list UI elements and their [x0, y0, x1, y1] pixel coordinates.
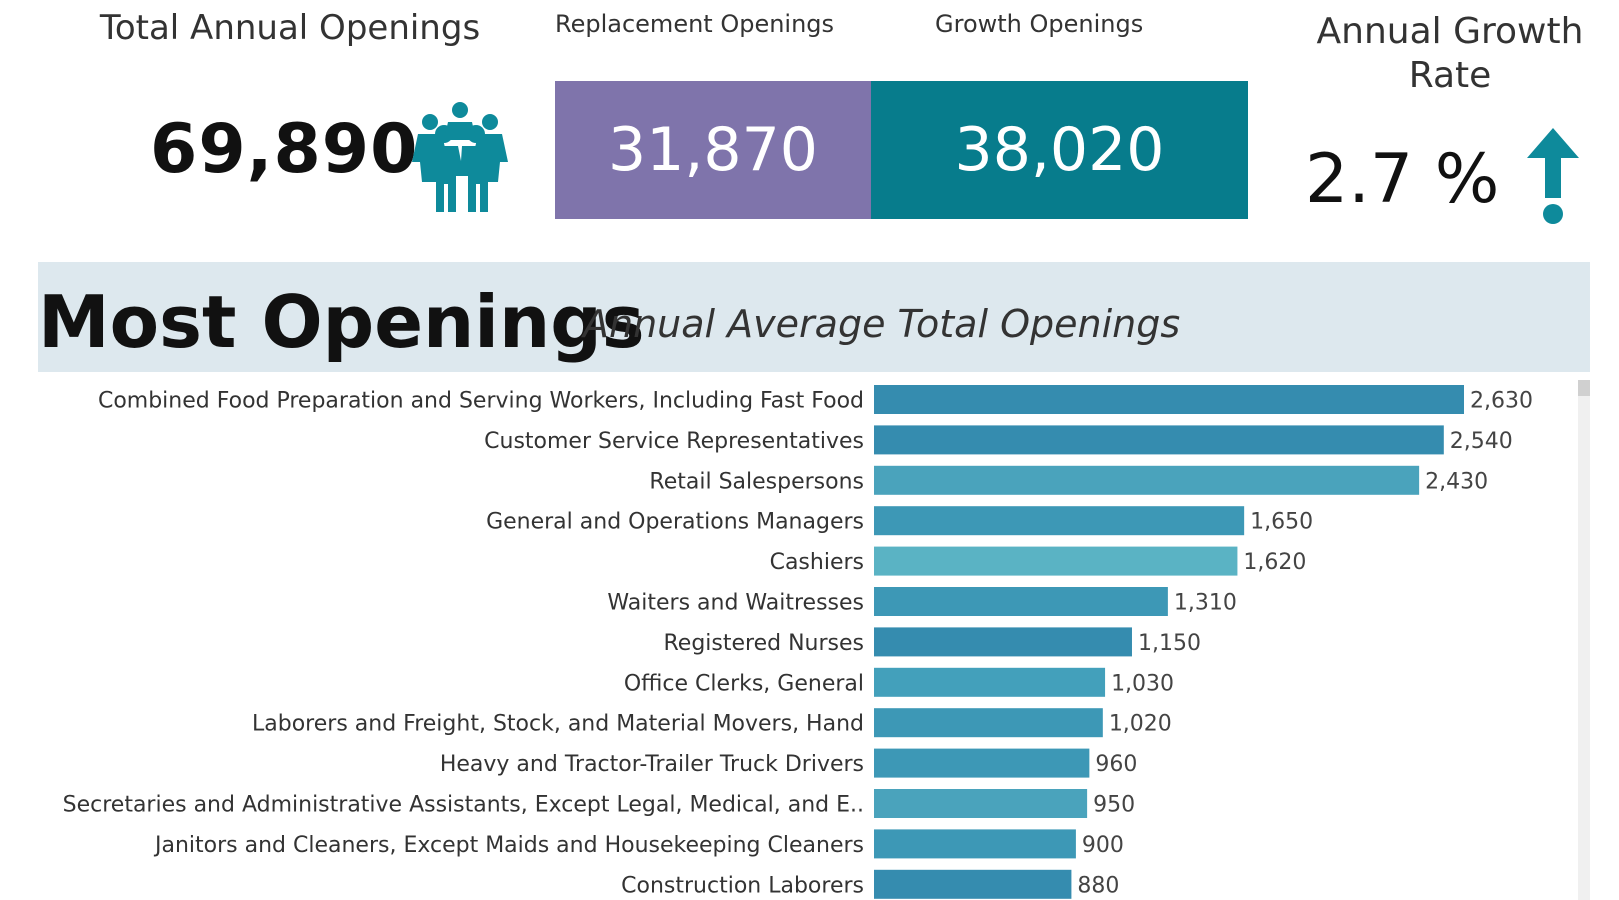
category-label: Registered Nurses [664, 631, 865, 656]
bar[interactable] [874, 748, 1090, 778]
value-label: 1,150 [1138, 631, 1201, 656]
category-label: Combined Food Preparation and Serving Wo… [98, 389, 864, 414]
banner-subtitle: Annual Average Total Openings [583, 302, 1181, 346]
rate-title-line1: Annual Growth [1316, 11, 1584, 52]
value-label: 1,620 [1243, 550, 1306, 575]
bar[interactable] [874, 425, 1444, 455]
people-group-icon [412, 102, 508, 212]
category-label: Waiters and Waitresses [607, 591, 864, 616]
arrow-up-icon [1527, 128, 1579, 224]
growth-openings-value: 38,020 [871, 81, 1248, 219]
growth-openings-title: Growth Openings [935, 10, 1144, 38]
value-label: 2,430 [1425, 469, 1488, 494]
value-label: 2,540 [1450, 429, 1513, 454]
most-openings-banner: Most Openings Annual Average Total Openi… [38, 262, 1590, 372]
bar[interactable] [874, 385, 1464, 414]
category-label: Customer Service Representatives [484, 429, 864, 454]
value-label: 880 [1077, 873, 1119, 898]
bar[interactable] [874, 587, 1168, 616]
value-label: 1,650 [1250, 510, 1313, 535]
rate-title-line2: Rate [1408, 55, 1492, 96]
value-label: 1,030 [1111, 671, 1174, 696]
value-label: 1,020 [1109, 712, 1172, 737]
value-label: 900 [1082, 833, 1124, 858]
bar[interactable] [874, 627, 1132, 657]
bar[interactable] [874, 465, 1420, 495]
chart-scrollbar[interactable] [1578, 380, 1590, 900]
value-label: 950 [1093, 793, 1135, 818]
bar[interactable] [874, 667, 1106, 697]
replacement-openings-title: Replacement Openings [555, 10, 835, 38]
total-openings-value: 69,890 [150, 110, 419, 189]
category-label: General and Operations Managers [486, 510, 864, 535]
annual-growth-rate-title: Annual Growth Rate [1300, 10, 1600, 98]
bar[interactable] [874, 708, 1103, 738]
category-label: Laborers and Freight, Stock, and Materia… [252, 712, 864, 737]
bar[interactable] [874, 869, 1072, 899]
bar[interactable] [874, 789, 1088, 818]
value-label: 960 [1095, 752, 1137, 777]
occupations-bar-chart: Combined Food Preparation and Serving Wo… [63, 385, 1533, 899]
category-label: Retail Salespersons [649, 469, 864, 494]
value-label: 2,630 [1470, 389, 1533, 414]
category-label: Cashiers [770, 550, 864, 575]
bar[interactable] [874, 506, 1245, 536]
annual-growth-rate-value: 2.7 % [1305, 140, 1500, 219]
category-label: Heavy and Tractor-Trailer Truck Drivers [440, 752, 864, 777]
category-label: Janitors and Cleaners, Except Maids and … [153, 833, 864, 858]
category-label: Construction Laborers [621, 873, 864, 898]
bar[interactable] [874, 829, 1076, 859]
replacement-openings-value: 31,870 [555, 81, 871, 219]
banner-title: Most Openings [38, 280, 645, 364]
category-label: Secretaries and Administrative Assistant… [63, 793, 864, 818]
total-openings-title: Total Annual Openings [99, 8, 481, 48]
openings-split-bar: 31,870 38,020 [555, 81, 1248, 219]
bar[interactable] [874, 546, 1238, 576]
category-label: Office Clerks, General [624, 671, 864, 696]
chart-scroll-thumb[interactable] [1578, 380, 1590, 396]
value-label: 1,310 [1174, 591, 1237, 616]
